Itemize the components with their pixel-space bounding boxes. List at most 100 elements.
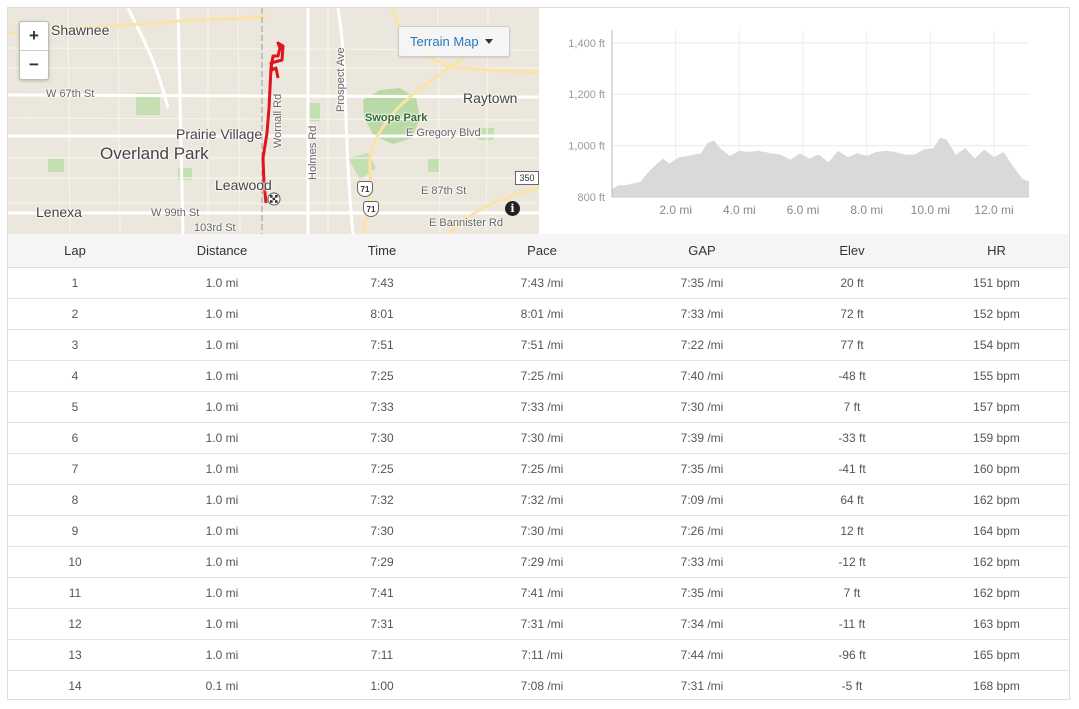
cell-distance: 0.1 mi <box>205 679 239 693</box>
cell-elev: 72 ft <box>782 298 922 330</box>
cell-elev: -11 ft <box>782 608 922 640</box>
map-label-lenexa: Lenexa <box>36 204 82 220</box>
cell-lap: 10 <box>8 546 142 578</box>
cell-lap: 9 <box>8 515 142 547</box>
table-row[interactable]: 14 0.1 mi 1:00 7:08 /mi 7:31 /mi -5 ft 168 bpm <box>8 671 1069 700</box>
cell-distance: 1.0 mi <box>142 360 302 392</box>
table-row[interactable]: 5 1.0 mi 7:33 7:33 /mi 7:30 /mi 7 ft 157 bpm <box>8 391 1069 423</box>
cell-elev: 77 ft <box>782 329 922 361</box>
table-row[interactable]: 13 1.0 mi 7:11 7:11 /mi 7:44 /mi -96 ft 165 bp… <box>8 639 1069 671</box>
cell-gap: 7:35 /mi <box>622 453 782 485</box>
x-tick-label: 4.0 mi <box>723 203 756 217</box>
table-row[interactable]: 2 1.0 mi 8:01 8:01 /mi 7:33 /mi 72 ft 152 bpm <box>8 298 1069 330</box>
route-map[interactable]: Shawnee W 67th St Prairie Village Overla… <box>8 8 539 234</box>
cell-elev: -33 ft <box>782 422 922 454</box>
cell-time: 7:32 <box>302 484 462 516</box>
cell-lap: 2 <box>8 298 142 330</box>
cell-lap: 7 <box>8 453 142 485</box>
header-elev[interactable]: Elev <box>782 234 922 268</box>
table-row[interactable]: 7 1.0 mi 7:25 7:25 /mi 7:35 /mi -41 ft 160 bpm <box>8 453 1069 485</box>
info-icon[interactable]: i <box>505 201 520 216</box>
cell-pace: 7:25 /mi <box>462 360 622 392</box>
table-row[interactable]: 4 1.0 mi 7:25 7:25 /mi 7:40 /mi -48 ft 155 bpm <box>8 360 1069 392</box>
cell-lap: 1 <box>8 267 142 299</box>
cell-distance: 1.0 mi <box>142 577 302 609</box>
table-row[interactable]: 9 1.0 mi 7:30 7:30 /mi 7:26 /mi 12 ft 164 bpm <box>8 515 1069 547</box>
cell-pace: 7:32 /mi <box>462 484 622 516</box>
cell-pace: 7:31 /mi <box>462 608 622 640</box>
cell-gap: 7:31 /mi <box>680 679 724 693</box>
caret-down-icon <box>485 39 493 44</box>
map-label-w99th: W 99th St <box>151 207 200 219</box>
cell-time: 7:31 <box>302 608 462 640</box>
cell-hr: 168 bpm <box>973 679 1020 693</box>
header-hr[interactable]: HR <box>922 234 1069 268</box>
cell-hr: 160 bpm <box>922 453 1069 485</box>
cell-gap: 7:33 /mi <box>622 298 782 330</box>
table-row[interactable]: 10 1.0 mi 7:29 7:29 /mi 7:33 /mi -12 ft 162 bp… <box>8 546 1069 578</box>
route-shield-350: 350 <box>515 171 539 185</box>
cell-time: 7:30 <box>302 515 462 547</box>
cell-lap: 4 <box>8 360 142 392</box>
cell-gap: 7:40 /mi <box>622 360 782 392</box>
cell-time: 1:00 <box>370 679 394 693</box>
terrain-map-label: Terrain Map <box>410 34 479 49</box>
cell-elev: -12 ft <box>782 546 922 578</box>
cell-hr: 163 bpm <box>922 608 1069 640</box>
table-row[interactable]: 12 1.0 mi 7:31 7:31 /mi 7:34 /mi -11 ft 163 bp… <box>8 608 1069 640</box>
cell-hr: 155 bpm <box>922 360 1069 392</box>
cell-distance: 1.0 mi <box>142 422 302 454</box>
cell-elev: 7 ft <box>782 391 922 423</box>
table-row[interactable]: 11 1.0 mi 7:41 7:41 /mi 7:35 /mi 7 ft 162 bpm <box>8 577 1069 609</box>
cell-pace: 7:25 /mi <box>462 453 622 485</box>
cell-distance: 1.0 mi <box>142 639 302 671</box>
table-row[interactable]: 8 1.0 mi 7:32 7:32 /mi 7:09 /mi 64 ft 162 bpm <box>8 484 1069 516</box>
cell-gap: 7:26 /mi <box>622 515 782 547</box>
cell-gap: 7:30 /mi <box>622 391 782 423</box>
cell-gap: 7:33 /mi <box>622 546 782 578</box>
cell-time: 7:51 <box>302 329 462 361</box>
cell-lap: 11 <box>8 577 142 609</box>
x-tick-label: 10.0 mi <box>911 203 950 217</box>
terrain-map-dropdown[interactable]: Terrain Map <box>398 26 510 57</box>
zoom-in-button[interactable]: + <box>29 26 39 45</box>
table-row[interactable]: 3 1.0 mi 7:51 7:51 /mi 7:22 /mi 77 ft 154 bpm <box>8 329 1069 361</box>
zoom-out-button[interactable]: − <box>20 50 48 79</box>
cell-distance: 1.0 mi <box>142 453 302 485</box>
header-time[interactable]: Time <box>302 234 462 268</box>
header-gap[interactable]: GAP <box>622 234 782 268</box>
map-label-103rd: 103rd St <box>194 222 236 234</box>
cell-elev: 20 ft <box>782 267 922 299</box>
y-tick-label: 1,000 ft <box>568 141 605 153</box>
header-pace[interactable]: Pace <box>462 234 622 268</box>
cell-gap: 7:35 /mi <box>622 267 782 299</box>
cell-pace: 7:51 /mi <box>462 329 622 361</box>
elevation-chart[interactable]: 800 ft 1,000 ft 1,200 ft 1,400 ft 2.0 mi 4.0 … <box>539 8 1069 234</box>
map-label-raytown: Raytown <box>463 90 518 106</box>
cell-hr: 152 bpm <box>922 298 1069 330</box>
header-lap[interactable]: Lap <box>8 234 142 268</box>
table-row[interactable]: 6 1.0 mi 7:30 7:30 /mi 7:39 /mi -33 ft 159 bpm <box>8 422 1069 454</box>
cell-distance: 1.0 mi <box>142 391 302 423</box>
map-label-wornall: Wornall Rd <box>272 93 284 148</box>
map-label-holmes: Holmes Rd <box>307 125 319 180</box>
cell-pace: 7:41 /mi <box>462 577 622 609</box>
cell-lap: 13 <box>8 639 142 671</box>
cell-hr: 164 bpm <box>922 515 1069 547</box>
cell-elev: 12 ft <box>782 515 922 547</box>
cell-hr: 159 bpm <box>922 422 1069 454</box>
cell-time: 7:30 <box>302 422 462 454</box>
cell-distance: 1.0 mi <box>142 484 302 516</box>
cell-pace: 7:43 /mi <box>462 267 622 299</box>
cell-pace: 7:11 /mi <box>462 639 622 671</box>
cell-hr: 162 bpm <box>922 546 1069 578</box>
cell-gap: 7:35 /mi <box>622 577 782 609</box>
header-distance[interactable]: Distance <box>142 234 302 268</box>
table-row[interactable]: 1 1.0 mi 7:43 7:43 /mi 7:35 /mi 20 ft 151 bpm <box>8 267 1069 299</box>
cell-hr: 154 bpm <box>922 329 1069 361</box>
cell-hr: 151 bpm <box>922 267 1069 299</box>
cell-gap: 7:39 /mi <box>622 422 782 454</box>
x-tick-label: 12.0 mi <box>974 203 1013 217</box>
x-tick-label: 8.0 mi <box>850 203 883 217</box>
cell-time: 7:11 <box>302 639 462 671</box>
